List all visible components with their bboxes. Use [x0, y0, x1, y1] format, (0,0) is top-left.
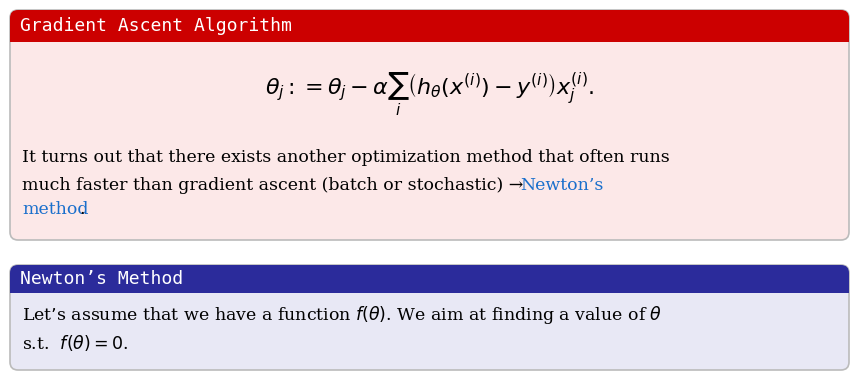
- FancyBboxPatch shape: [10, 265, 849, 293]
- Text: much faster than gradient ascent (batch or stochastic) →: much faster than gradient ascent (batch …: [22, 176, 529, 193]
- Text: Let’s assume that we have a function $f(\theta)$. We aim at finding a value of $: Let’s assume that we have a function $f(…: [22, 304, 662, 326]
- Text: $\theta_j := \theta_j - \alpha \sum_{i} \left( h_\theta(x^{(i)}) - y^{(i)} \righ: $\theta_j := \theta_j - \alpha \sum_{i} …: [265, 70, 594, 118]
- FancyBboxPatch shape: [10, 10, 849, 42]
- Text: .: .: [80, 201, 85, 217]
- Bar: [10, 279, 849, 293]
- Bar: [10, 26, 849, 42]
- Text: method: method: [22, 201, 88, 217]
- FancyBboxPatch shape: [10, 10, 849, 240]
- Text: Newton’s Method: Newton’s Method: [20, 270, 183, 288]
- Text: It turns out that there exists another optimization method that often runs: It turns out that there exists another o…: [22, 149, 670, 166]
- Text: much faster than gradient ascent (batch or stochastic) →: much faster than gradient ascent (batch …: [22, 176, 529, 193]
- Text: Newton’s: Newton’s: [520, 176, 603, 193]
- FancyBboxPatch shape: [10, 265, 849, 370]
- Text: method: method: [22, 201, 88, 217]
- Text: s.t.  $f(\theta) = 0$.: s.t. $f(\theta) = 0$.: [22, 333, 129, 353]
- Text: Gradient Ascent Algorithm: Gradient Ascent Algorithm: [20, 17, 292, 35]
